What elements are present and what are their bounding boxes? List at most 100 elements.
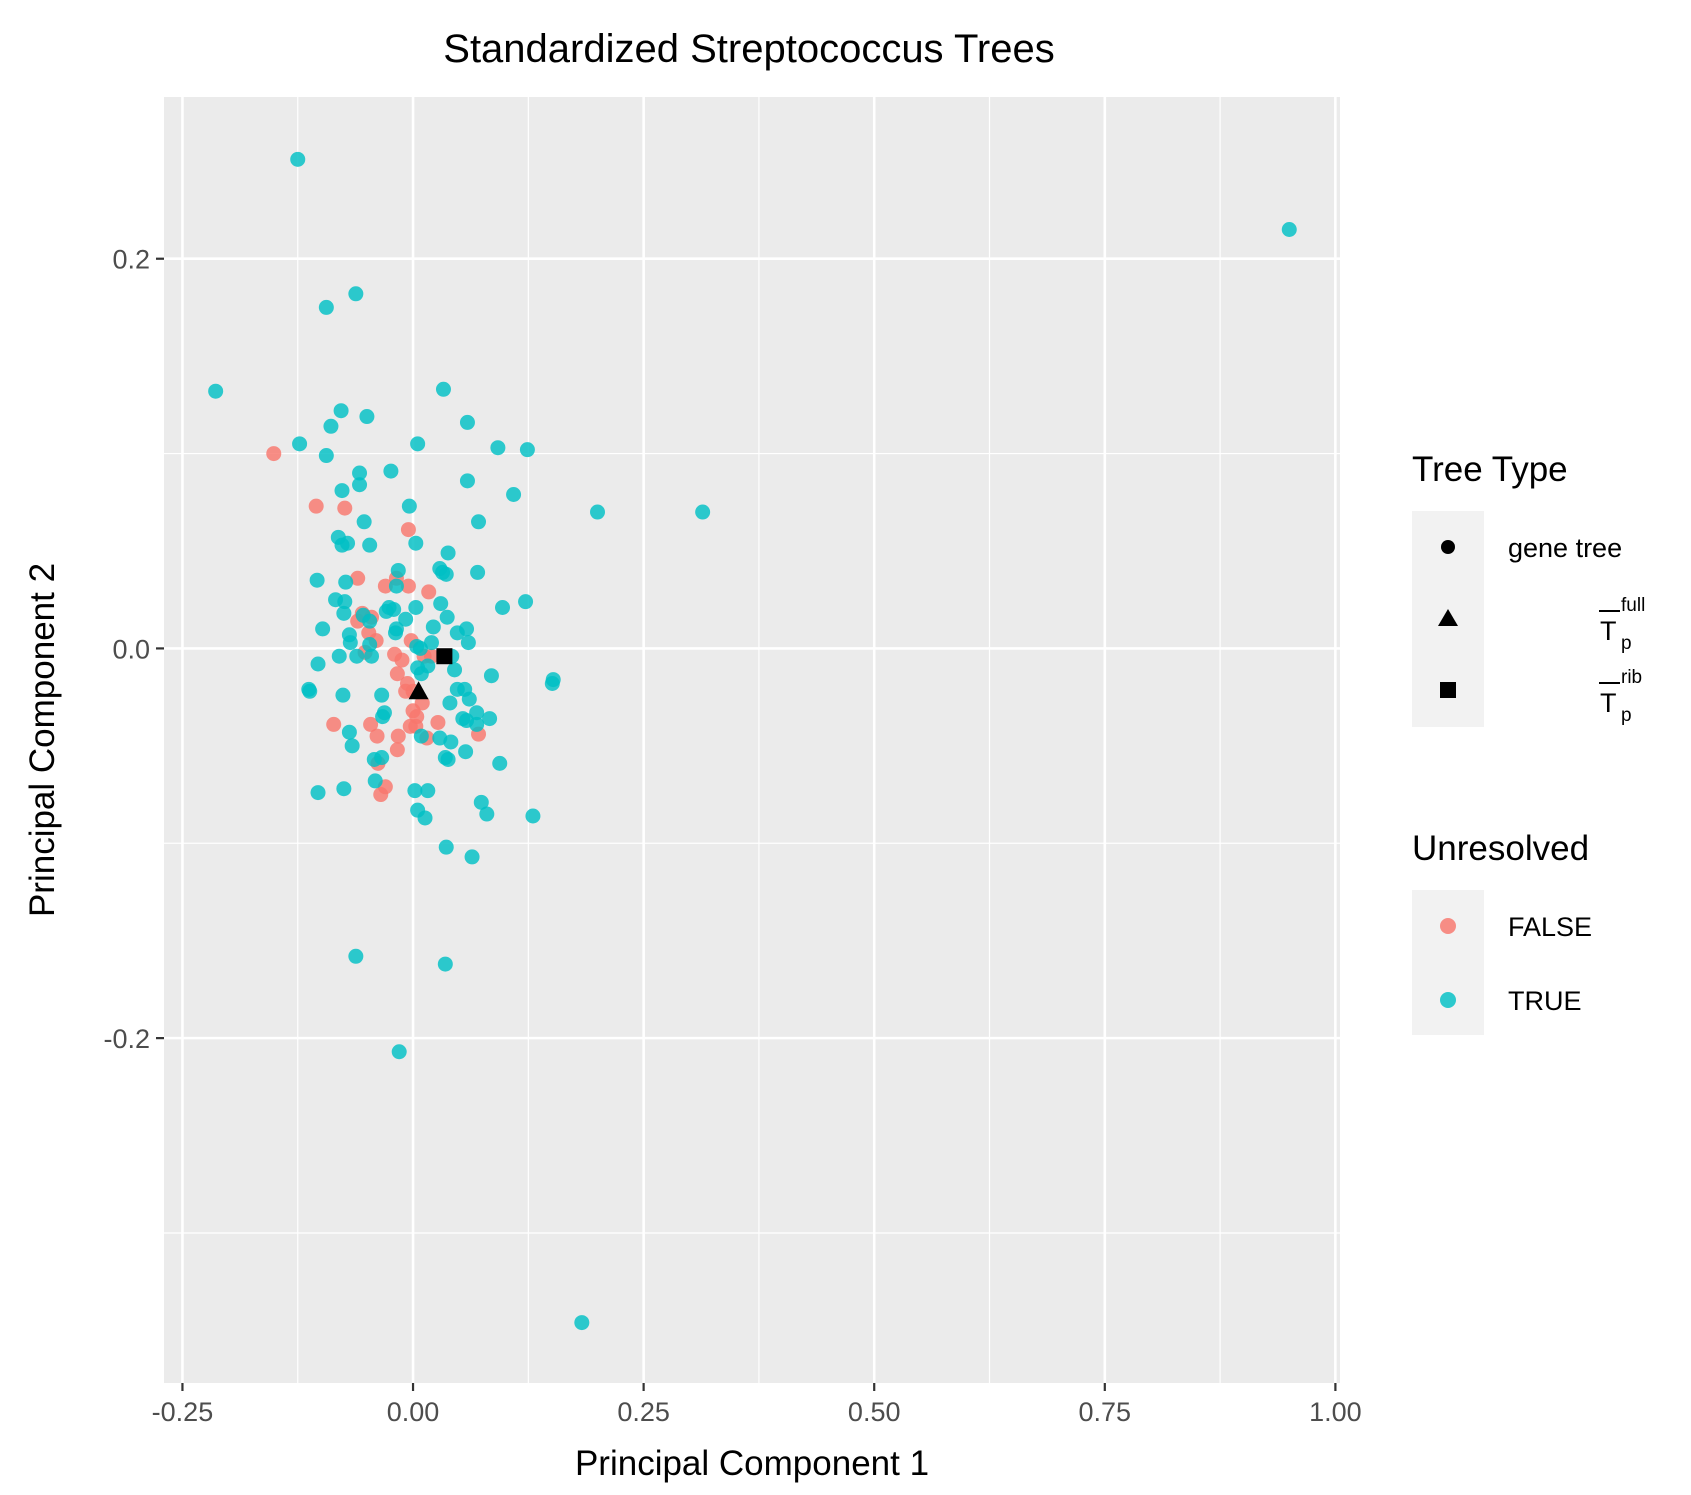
point-false [337,500,353,516]
legend-label-sub: p [1621,705,1632,726]
point-true [290,151,306,167]
x-tick-label: 0.00 [387,1397,440,1427]
point-true [470,564,486,580]
y-tick-label: 0.2 [112,245,150,275]
point-true [398,611,414,627]
x-tick-label: 1.00 [1309,1397,1362,1427]
x-tick-label: 0.50 [848,1397,901,1427]
data-points [208,151,1297,1331]
point-true [433,596,449,612]
point-true [336,781,352,797]
point-false [308,498,324,514]
point-false [350,570,366,586]
legend-key-background [1412,890,1484,1035]
point-false [389,666,405,682]
point-false [326,716,342,732]
point-true [439,609,455,625]
point-true [375,709,391,725]
point-false [398,683,414,699]
point-false [390,728,406,744]
legend-label-sup: full [1621,595,1645,616]
legend-label-main: T [1600,616,1617,646]
point-true [443,734,459,750]
legend-color-key [1440,992,1456,1008]
point-true [495,600,511,616]
point-true [390,562,406,578]
point-false [363,716,379,732]
point-true [525,808,541,824]
legend-label-false: FALSE [1508,912,1592,942]
point-true [388,625,404,641]
point-false [421,584,437,600]
point-true [440,751,456,767]
legend-title-unresolved: Unresolved [1412,829,1589,868]
point-false [394,652,410,668]
y-tick-label: 0.0 [112,634,150,664]
point-true [391,1044,407,1060]
point-true [374,687,390,703]
point-true [208,383,224,399]
point-true [340,535,356,551]
point-true [413,728,429,744]
point-true [318,299,334,315]
point-false [400,578,416,594]
point-true [574,1315,590,1331]
point-true [362,637,378,653]
x-axis-title: Principal Component 1 [575,1444,929,1483]
grid-lines [164,97,1340,1383]
point-false [400,522,416,538]
legend-circle-icon [1441,540,1455,554]
point-true [315,621,331,637]
point-true [464,849,480,865]
legend-label-gene-tree: gene tree [1508,533,1622,563]
point-true [331,648,347,664]
legend-label-true: TRUE [1508,986,1582,1016]
point-true [471,514,487,530]
point-true [425,619,441,635]
point-true [420,783,436,799]
point-true [407,783,423,799]
point-true [336,605,352,621]
point-true [333,403,349,419]
tp-full-triangle [408,681,429,700]
x-tick-label: -0.25 [152,1397,214,1427]
point-true [461,691,477,707]
plot-panel [164,97,1340,1383]
point-true [518,594,534,610]
point-true [469,705,485,721]
point-true [483,668,499,684]
point-true [408,600,424,616]
point-true [367,773,383,789]
legend-triangle-icon [1438,609,1458,626]
point-true [349,648,365,664]
point-true [366,751,382,767]
point-true [469,716,485,732]
point-true [335,687,351,703]
point-false [377,578,393,594]
point-true [323,418,339,434]
point-true [356,514,372,530]
point-true [352,477,368,493]
point-false [266,446,282,462]
point-true [490,440,506,456]
point-true [401,498,417,514]
chart-title: Standardized Streptococcus Trees [443,27,1054,71]
point-true [310,656,326,672]
point-true [383,463,399,479]
point-true [309,572,325,588]
point-true [479,806,495,822]
point-true [342,635,358,651]
point-true [590,504,606,520]
point-true [442,695,458,711]
point-true [435,381,451,397]
point-false [389,742,405,758]
legend-square-icon [1440,682,1456,698]
point-true [460,635,476,651]
point-true [440,545,456,561]
point-true [519,442,535,458]
point-true [362,537,378,553]
legend-label-sub: p [1621,633,1632,654]
point-true [458,744,474,760]
